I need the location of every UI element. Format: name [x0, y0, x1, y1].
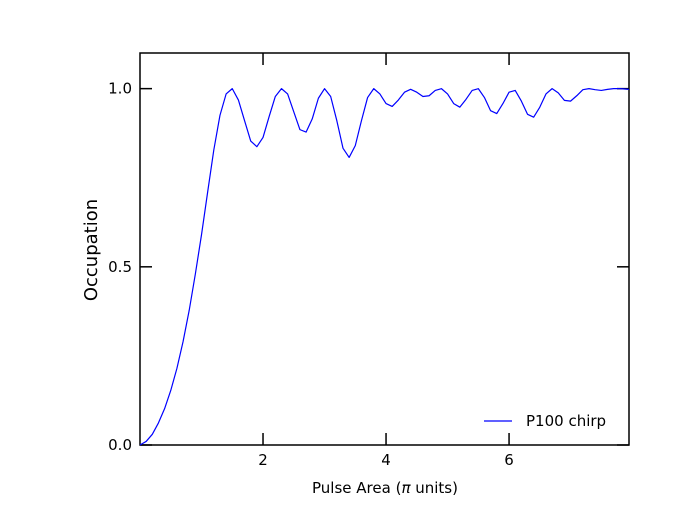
y-tick-label: 1.0 — [108, 80, 132, 98]
x-tick-label: 4 — [381, 451, 391, 469]
axis-ticks — [140, 53, 629, 446]
legend: P100 chirp — [484, 412, 606, 430]
x-tick-label: 6 — [504, 451, 514, 469]
y-axis-label: Occupation — [81, 199, 102, 301]
x-axis-label-pi-symbol: π — [401, 479, 411, 497]
x-axis-label-prefix: Pulse Area ( — [312, 479, 401, 497]
x-axis-label-suffix: units) — [410, 479, 458, 497]
y-tick-label: 0.0 — [108, 436, 132, 454]
y-tick-label: 0.5 — [108, 258, 132, 276]
x-axis-label: Pulse Area (π units) — [312, 479, 458, 497]
x-tick-label: 2 — [258, 451, 268, 469]
plot-area-frame — [139, 52, 630, 446]
axis-tick-labels: 2 4 6 0.0 0.5 1.0 — [108, 80, 514, 469]
series-line-p100-chirp — [139, 88, 630, 446]
legend-label: P100 chirp — [526, 412, 606, 430]
